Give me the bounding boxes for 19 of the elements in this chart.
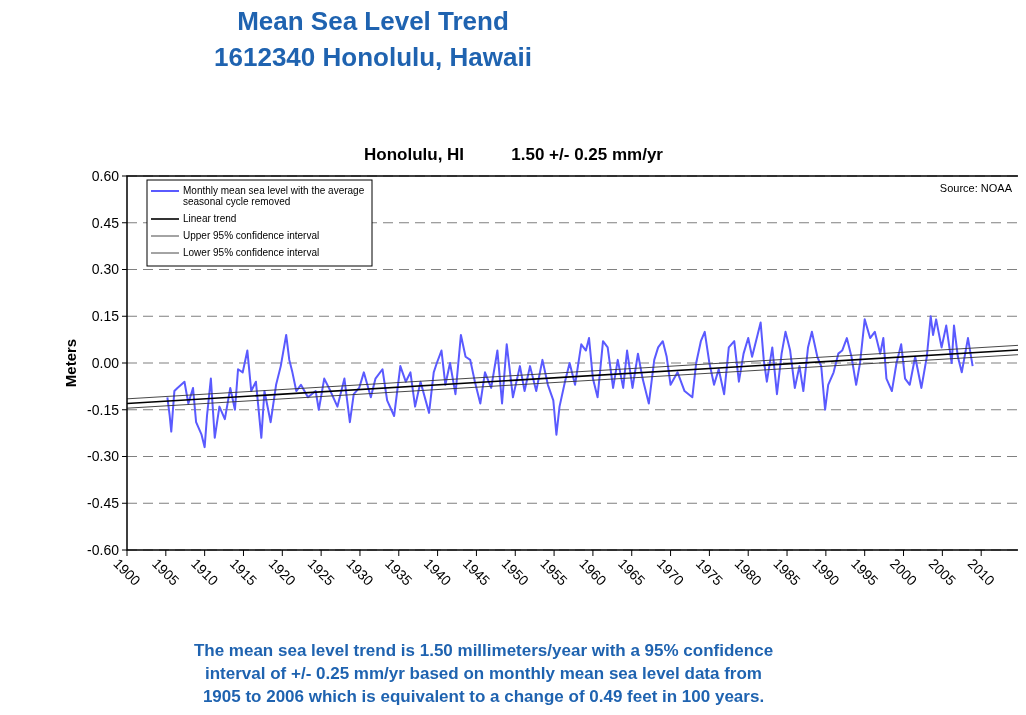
chart-title: Mean Sea Level Trend 1612340 Honolulu, Hawaii <box>214 6 532 72</box>
y-tick-label: -0.30 <box>87 448 120 465</box>
y-tick-label: 0.30 <box>91 261 120 278</box>
y-axis-title: Meters <box>62 338 79 388</box>
y-tick-label: -0.45 <box>87 495 120 512</box>
y-tick-label: 0.15 <box>91 308 120 325</box>
y-tick-label: 0.00 <box>91 354 120 371</box>
legend-label: Upper 95% confidence interval <box>183 230 320 241</box>
chart-subtitle: Honolulu, HI 1.50 +/- 0.25 mm/yr <box>363 145 664 164</box>
line-series <box>166 315 974 449</box>
y-tick-label: 0.45 <box>91 214 120 231</box>
legend-label: Lower 95% confidence interval <box>183 247 320 258</box>
legend-label: Linear trend <box>183 213 237 224</box>
y-tick-label: -0.15 <box>87 401 120 418</box>
y-tick-label: -0.60 <box>87 541 120 558</box>
legend-label: Monthly mean sea level with the average seasonal cycle removed <box>183 185 365 207</box>
annotation: Source: NOAA <box>939 182 1013 194</box>
y-tick-label: 0.60 <box>91 167 120 184</box>
text: The mean sea level trend is 1.50 millimeters/year with a 95% confidence interval of +/- 0.25 mm/yr based on monthly mean sea level data from 1905 to 2006 which is equivalent to a change of 0.49 feet in 100 years. <box>193 641 774 706</box>
